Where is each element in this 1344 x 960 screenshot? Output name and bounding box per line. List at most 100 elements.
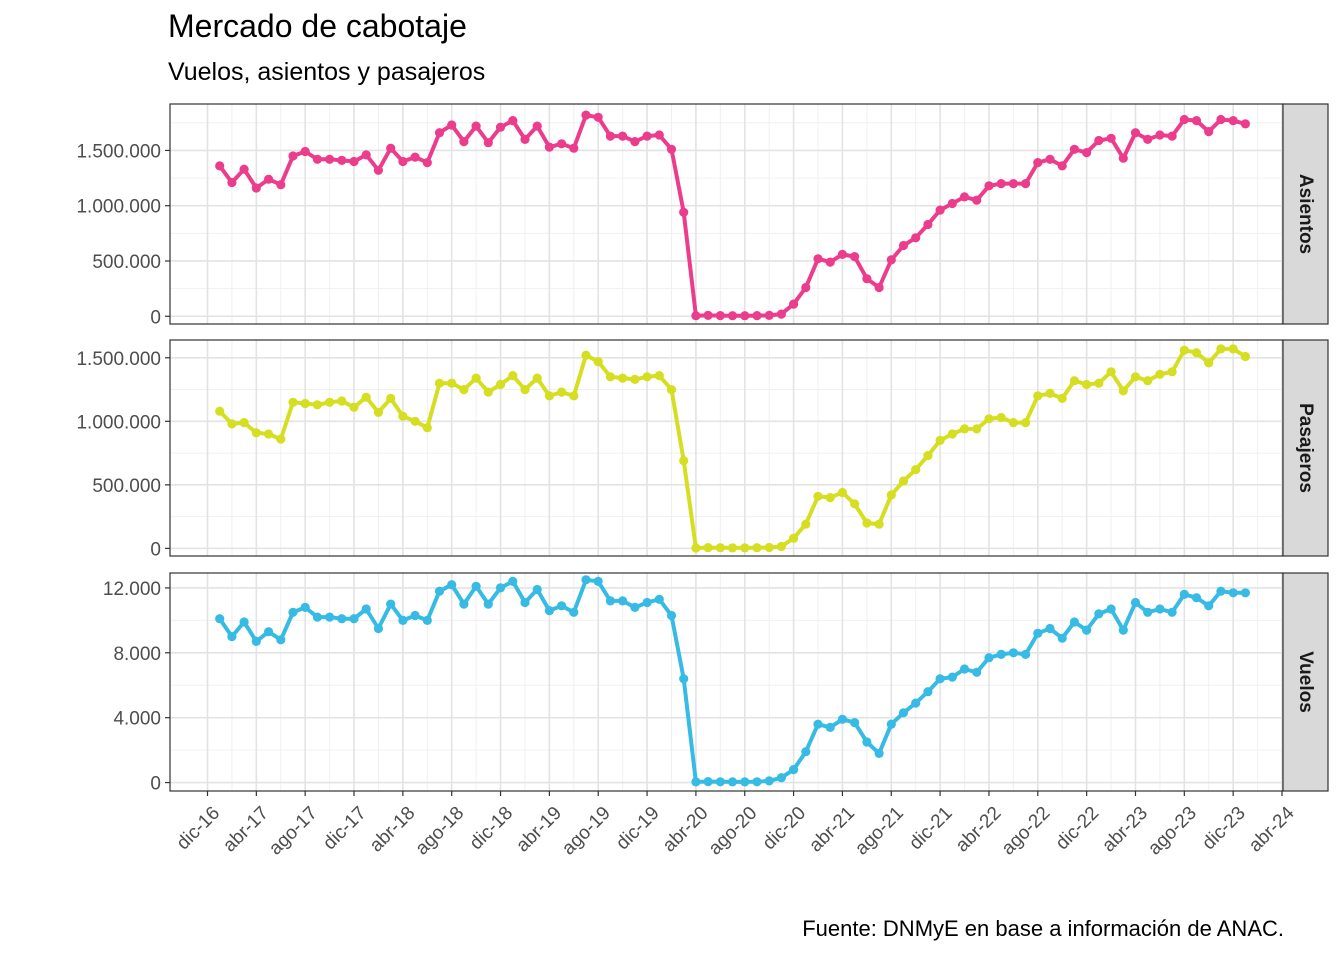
data-point bbox=[1228, 588, 1238, 598]
data-point bbox=[1045, 154, 1055, 164]
data-point bbox=[923, 219, 933, 230]
data-point bbox=[373, 407, 383, 417]
data-point bbox=[227, 177, 237, 188]
data-point bbox=[447, 378, 457, 388]
data-point bbox=[1057, 633, 1067, 643]
data-point bbox=[410, 416, 420, 426]
data-point bbox=[1167, 607, 1177, 617]
data-point bbox=[1191, 593, 1202, 603]
data-point bbox=[349, 614, 359, 624]
data-point bbox=[239, 617, 249, 627]
y-tick-label: 1.500.000 bbox=[76, 141, 161, 162]
data-point bbox=[569, 391, 579, 401]
y-tick-label: 8.000 bbox=[113, 644, 161, 665]
data-point bbox=[642, 597, 652, 608]
y-tick-label: 500.000 bbox=[92, 252, 161, 273]
panel-background bbox=[170, 573, 1283, 791]
data-point bbox=[1045, 388, 1055, 398]
facet-strip-label: Asientos bbox=[1295, 174, 1316, 254]
data-point bbox=[569, 143, 579, 153]
data-point bbox=[752, 777, 762, 787]
data-point bbox=[422, 615, 432, 626]
data-point bbox=[727, 311, 738, 321]
data-point bbox=[349, 402, 359, 412]
data-point bbox=[1130, 372, 1141, 382]
x-tick-label: dic-18 bbox=[466, 803, 517, 854]
data-point bbox=[642, 131, 652, 141]
data-point bbox=[532, 584, 542, 595]
data-point bbox=[386, 599, 396, 609]
data-point bbox=[911, 698, 921, 708]
data-point bbox=[947, 429, 957, 439]
data-point bbox=[544, 391, 555, 401]
data-point bbox=[1094, 609, 1104, 619]
data-point bbox=[642, 372, 652, 382]
data-point bbox=[325, 612, 335, 622]
chart-caption: Fuente: DNMyE en base a información de A… bbox=[802, 916, 1284, 941]
y-tick-label: 0 bbox=[150, 539, 161, 560]
data-point bbox=[1240, 119, 1250, 129]
x-tick-label: ago-22 bbox=[998, 803, 1055, 860]
data-point bbox=[557, 139, 567, 149]
data-point bbox=[593, 576, 603, 587]
data-point bbox=[239, 164, 249, 174]
data-point bbox=[825, 257, 835, 267]
facet-panel-vuelos: 0 4.000 8.000 12.000 Vuelos bbox=[103, 572, 1329, 795]
y-tick-label: 12.000 bbox=[103, 579, 161, 600]
y-tick-label: 4.000 bbox=[113, 709, 161, 730]
data-point bbox=[935, 674, 945, 684]
data-point bbox=[1143, 134, 1153, 144]
facet-strip bbox=[1282, 572, 1329, 792]
data-point bbox=[1191, 116, 1202, 126]
y-tick-label: 1.000.000 bbox=[76, 197, 161, 218]
data-point bbox=[520, 597, 530, 608]
data-point bbox=[740, 311, 750, 321]
data-point bbox=[630, 602, 640, 613]
panel-background bbox=[170, 104, 1283, 324]
data-point bbox=[898, 240, 909, 251]
chart-title: Mercado de cabotaje bbox=[168, 8, 467, 44]
facet-panel-pasajeros: 0 500.000 1.000.000 1.500.000 Pasajeros bbox=[76, 339, 1329, 560]
data-point bbox=[715, 311, 725, 321]
x-tick-label: dic-17 bbox=[319, 803, 370, 854]
data-point bbox=[410, 152, 420, 162]
data-point bbox=[264, 627, 274, 637]
data-point bbox=[459, 599, 469, 609]
facet-strip bbox=[1282, 103, 1329, 325]
data-point bbox=[1033, 391, 1043, 401]
data-point bbox=[703, 310, 713, 320]
data-point bbox=[935, 435, 945, 445]
data-point bbox=[1082, 379, 1092, 390]
data-point bbox=[1216, 114, 1226, 125]
data-point bbox=[874, 519, 884, 529]
data-point bbox=[618, 131, 628, 141]
data-point bbox=[1179, 345, 1189, 355]
data-point bbox=[544, 606, 555, 616]
data-point bbox=[850, 499, 860, 509]
data-point bbox=[752, 311, 762, 321]
data-point bbox=[1130, 128, 1141, 138]
panel-background bbox=[170, 340, 1283, 556]
data-point bbox=[654, 130, 664, 140]
data-point bbox=[703, 543, 713, 553]
data-point bbox=[837, 487, 848, 498]
data-point bbox=[1106, 604, 1116, 614]
data-point bbox=[1082, 625, 1092, 635]
data-point bbox=[325, 154, 335, 164]
x-tick-label: ago-21 bbox=[851, 803, 908, 860]
data-point bbox=[276, 635, 286, 645]
data-point bbox=[679, 674, 689, 684]
data-point bbox=[911, 465, 921, 475]
data-point bbox=[483, 387, 493, 397]
data-point bbox=[630, 374, 640, 384]
data-point bbox=[752, 543, 762, 553]
x-tick-label: dic-19 bbox=[612, 803, 663, 854]
data-point bbox=[1216, 344, 1226, 354]
data-point bbox=[312, 400, 322, 410]
data-point bbox=[654, 594, 664, 604]
data-point bbox=[886, 719, 896, 729]
y-tick-label: 0 bbox=[150, 774, 161, 795]
data-point bbox=[959, 192, 970, 202]
data-point bbox=[1228, 116, 1238, 126]
data-point bbox=[825, 722, 835, 733]
